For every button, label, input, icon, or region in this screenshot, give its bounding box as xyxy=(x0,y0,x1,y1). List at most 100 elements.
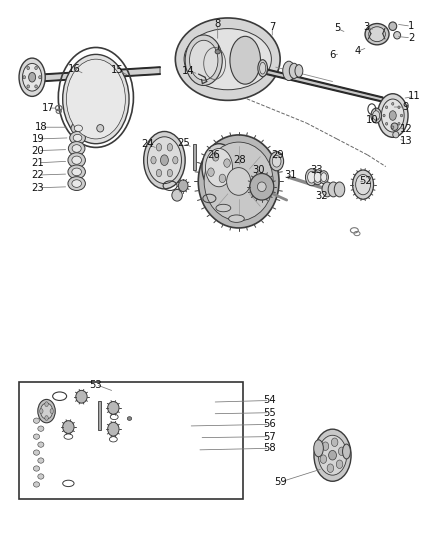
Polygon shape xyxy=(258,67,383,102)
Ellipse shape xyxy=(365,23,389,45)
Text: 58: 58 xyxy=(263,443,276,453)
Ellipse shape xyxy=(295,64,303,77)
Ellipse shape xyxy=(108,401,119,414)
Ellipse shape xyxy=(258,60,268,77)
Text: 9: 9 xyxy=(403,102,409,112)
Text: 52: 52 xyxy=(359,176,372,187)
Ellipse shape xyxy=(45,416,48,421)
Ellipse shape xyxy=(385,106,388,109)
Ellipse shape xyxy=(156,143,162,151)
Ellipse shape xyxy=(63,54,129,144)
Ellipse shape xyxy=(314,172,321,182)
Ellipse shape xyxy=(202,144,236,191)
Text: 23: 23 xyxy=(32,183,44,193)
Ellipse shape xyxy=(73,134,82,141)
Bar xyxy=(98,401,101,430)
Ellipse shape xyxy=(356,174,371,195)
Ellipse shape xyxy=(339,447,345,456)
Text: 3: 3 xyxy=(364,22,370,33)
Text: 11: 11 xyxy=(408,91,421,101)
Ellipse shape xyxy=(328,450,336,460)
Ellipse shape xyxy=(322,182,332,197)
Ellipse shape xyxy=(33,466,39,471)
Ellipse shape xyxy=(68,176,85,190)
Polygon shape xyxy=(39,67,160,82)
Ellipse shape xyxy=(327,464,334,472)
Ellipse shape xyxy=(212,152,219,161)
Ellipse shape xyxy=(76,390,87,403)
Bar xyxy=(193,144,196,169)
Ellipse shape xyxy=(68,142,85,156)
Ellipse shape xyxy=(229,215,244,222)
Ellipse shape xyxy=(33,450,39,455)
Ellipse shape xyxy=(27,85,29,88)
Ellipse shape xyxy=(230,36,261,84)
Text: 57: 57 xyxy=(263,432,276,442)
Text: 14: 14 xyxy=(182,66,195,76)
Ellipse shape xyxy=(33,434,39,439)
Text: 59: 59 xyxy=(275,477,287,487)
Text: 13: 13 xyxy=(399,136,412,146)
Text: 32: 32 xyxy=(315,191,328,201)
Ellipse shape xyxy=(332,438,338,447)
Ellipse shape xyxy=(283,61,295,80)
Ellipse shape xyxy=(33,418,39,423)
Text: 25: 25 xyxy=(177,138,190,148)
Ellipse shape xyxy=(314,440,323,457)
Text: 56: 56 xyxy=(263,419,276,430)
Ellipse shape xyxy=(198,135,279,228)
Text: 6: 6 xyxy=(329,50,336,60)
Ellipse shape xyxy=(392,102,394,105)
Ellipse shape xyxy=(178,180,188,191)
Ellipse shape xyxy=(28,72,35,82)
Text: 15: 15 xyxy=(111,65,124,75)
Ellipse shape xyxy=(68,165,85,179)
Ellipse shape xyxy=(97,125,104,132)
Ellipse shape xyxy=(23,76,25,79)
Text: 12: 12 xyxy=(399,124,412,134)
Ellipse shape xyxy=(33,482,39,487)
Ellipse shape xyxy=(383,114,385,117)
Ellipse shape xyxy=(38,442,44,447)
Ellipse shape xyxy=(50,409,53,414)
Text: 7: 7 xyxy=(269,22,276,32)
Ellipse shape xyxy=(208,168,214,176)
Ellipse shape xyxy=(40,403,53,419)
Ellipse shape xyxy=(378,94,408,138)
Ellipse shape xyxy=(63,421,74,433)
Ellipse shape xyxy=(167,143,173,151)
Text: 20: 20 xyxy=(32,146,44,156)
Ellipse shape xyxy=(67,59,125,139)
Ellipse shape xyxy=(35,85,37,88)
Ellipse shape xyxy=(160,155,168,165)
Ellipse shape xyxy=(305,168,318,185)
Ellipse shape xyxy=(250,173,274,200)
Ellipse shape xyxy=(312,169,323,184)
Ellipse shape xyxy=(45,402,48,407)
Ellipse shape xyxy=(204,142,273,221)
Ellipse shape xyxy=(307,171,315,183)
Text: 22: 22 xyxy=(32,170,44,180)
Ellipse shape xyxy=(127,417,132,421)
Bar xyxy=(19,382,243,499)
Ellipse shape xyxy=(334,182,345,197)
Ellipse shape xyxy=(321,173,327,182)
Ellipse shape xyxy=(215,50,220,54)
Ellipse shape xyxy=(389,22,397,30)
Ellipse shape xyxy=(373,111,380,120)
Ellipse shape xyxy=(205,149,233,187)
Ellipse shape xyxy=(272,156,281,167)
Ellipse shape xyxy=(72,180,81,188)
Ellipse shape xyxy=(151,157,156,164)
Ellipse shape xyxy=(394,31,401,39)
Ellipse shape xyxy=(108,422,119,436)
Ellipse shape xyxy=(322,442,329,450)
Ellipse shape xyxy=(70,132,85,144)
Text: 1: 1 xyxy=(408,21,414,31)
Ellipse shape xyxy=(38,426,44,431)
Ellipse shape xyxy=(381,99,404,132)
Ellipse shape xyxy=(38,399,55,423)
Ellipse shape xyxy=(314,429,351,481)
Ellipse shape xyxy=(190,41,218,80)
Ellipse shape xyxy=(270,152,284,171)
